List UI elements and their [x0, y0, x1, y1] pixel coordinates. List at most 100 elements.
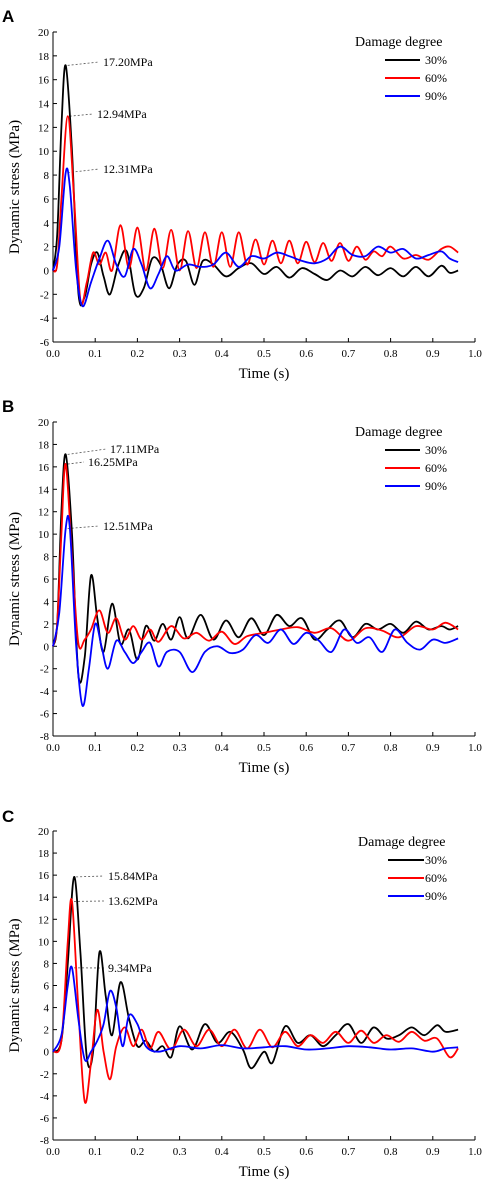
panel-letter: C: [2, 807, 14, 826]
peak-annotation: 17.20MPa: [103, 55, 153, 69]
x-tick-label: 0.9: [426, 742, 440, 754]
y-tick-label: 8: [44, 170, 50, 182]
y-tick-label: 0: [44, 1047, 50, 1059]
peak-annotation: 12.94MPa: [97, 107, 147, 121]
series-line-60pct: [52, 463, 459, 650]
x-axis-title: Time (s): [239, 366, 290, 382]
annotation-leader: [67, 525, 100, 529]
x-tick-label: 0.3: [173, 348, 187, 360]
panel-letter: A: [2, 7, 14, 26]
x-axis-title: Time (s): [239, 1164, 290, 1180]
x-tick-label: 0.1: [88, 742, 102, 754]
y-tick-label: 12: [38, 914, 49, 926]
x-tick-label: 0.6: [299, 742, 313, 754]
peak-annotation: 9.34MPa: [108, 961, 152, 975]
x-tick-label: 0.2: [131, 742, 145, 754]
series-line-60pct: [52, 115, 459, 306]
x-tick-label: 0.6: [299, 1146, 313, 1158]
x-tick-label: 0.7: [342, 742, 356, 754]
annotation-leader: [67, 461, 85, 465]
y-tick-label: -2: [40, 664, 49, 676]
x-tick-label: 0.7: [342, 348, 356, 360]
x-tick-label: 0.3: [173, 1146, 187, 1158]
peak-annotation: 12.31MPa: [103, 162, 153, 176]
y-tick-label: 10: [38, 936, 50, 948]
x-tick-label: 0.5: [257, 742, 271, 754]
x-tick-label: 0.8: [384, 348, 398, 360]
series-line-30pct: [52, 64, 459, 307]
legend-title: Damage degree: [355, 425, 442, 440]
y-tick-label: -8: [40, 731, 50, 743]
x-tick-label: 0.0: [46, 1146, 60, 1158]
x-tick-label: 1.0: [468, 348, 482, 360]
x-tick-label: 0.2: [131, 1146, 145, 1158]
x-tick-label: 1.0: [468, 742, 482, 754]
y-tick-label: -6: [40, 337, 50, 349]
legend-label: 60%: [425, 871, 447, 885]
y-tick-label: 6: [44, 194, 50, 206]
annotation-leader: [67, 61, 100, 66]
legend-label: 90%: [425, 889, 447, 903]
x-tick-label: 0.6: [299, 348, 313, 360]
series-line-60pct: [52, 898, 459, 1104]
y-tick-label: -2: [40, 1069, 49, 1081]
y-tick-label: 2: [44, 619, 50, 631]
y-tick-label: 12: [38, 122, 49, 134]
y-tick-label: 4: [44, 596, 50, 608]
x-tick-label: 1.0: [468, 1146, 482, 1158]
peak-annotation: 17.11MPa: [110, 442, 160, 456]
x-tick-label: 0.1: [88, 348, 102, 360]
y-axis-title: Dynamic stress (MPa): [7, 120, 23, 254]
x-axis-title: Time (s): [239, 760, 290, 776]
y-tick-label: -6: [40, 709, 50, 721]
y-tick-label: 12: [38, 507, 49, 519]
legend-title: Damage degree: [355, 35, 442, 50]
y-tick-label: -4: [40, 1091, 50, 1103]
y-tick-label: 2: [44, 242, 50, 254]
legend-label: 90%: [425, 479, 447, 493]
x-tick-label: 0.4: [215, 348, 229, 360]
y-tick-label: 10: [38, 529, 50, 541]
series-line-90pct: [52, 965, 459, 1062]
legend-label: 60%: [425, 71, 447, 85]
x-tick-label: 0.4: [215, 1146, 229, 1158]
x-tick-label: 0.0: [46, 348, 60, 360]
y-tick-label: 20: [38, 27, 50, 39]
x-tick-label: 0.8: [384, 742, 398, 754]
y-tick-label: 2: [44, 1025, 50, 1037]
annotation-leader: [67, 448, 107, 455]
x-tick-label: 0.7: [342, 1146, 356, 1158]
x-tick-label: 0.1: [88, 1146, 102, 1158]
y-axis-title: Dynamic stress (MPa): [7, 918, 23, 1052]
chart-panel-a: A -6 -4 -2 0 2 4 6 8 10 12 14 16 18 20 0.0 0.1 0.2 0.3 0.4 0…: [2, 7, 482, 382]
legend-label: 30%: [425, 443, 447, 457]
x-tick-label: 0.4: [215, 742, 229, 754]
y-tick-label: 16: [38, 870, 50, 882]
y-tick-label: 4: [44, 218, 50, 230]
y-tick-label: 0: [44, 265, 50, 277]
x-tick-label: 0.5: [257, 1146, 271, 1158]
annotation-leader: [69, 113, 94, 117]
chart-panel-c: C -8 -6 -4 -2 0 2 4 6 8 10 12 14 16 18 20 0.0 0.1 0.2 0.3 0.…: [2, 807, 482, 1180]
x-tick-label: 0.3: [173, 742, 187, 754]
y-tick-label: 18: [38, 439, 50, 451]
y-tick-label: -4: [40, 686, 50, 698]
legend-label: 30%: [425, 53, 447, 67]
series-line-90pct: [52, 515, 459, 707]
y-tick-label: 0: [44, 641, 50, 653]
panel-letter: B: [2, 397, 14, 416]
legend-label: 60%: [425, 461, 447, 475]
y-axis-title: Dynamic stress (MPa): [7, 512, 23, 646]
y-tick-label: 8: [44, 958, 50, 970]
y-tick-label: 16: [38, 462, 50, 474]
y-tick-label: 14: [38, 99, 50, 111]
y-tick-label: 16: [38, 75, 50, 87]
y-tick-label: 6: [44, 981, 50, 993]
y-tick-label: 20: [38, 417, 50, 429]
legend-label: 90%: [425, 89, 447, 103]
y-tick-label: 4: [44, 1003, 50, 1015]
y-tick-label: 6: [44, 574, 50, 586]
peak-annotation: 16.25MPa: [88, 455, 138, 469]
y-tick-label: 10: [38, 146, 50, 158]
